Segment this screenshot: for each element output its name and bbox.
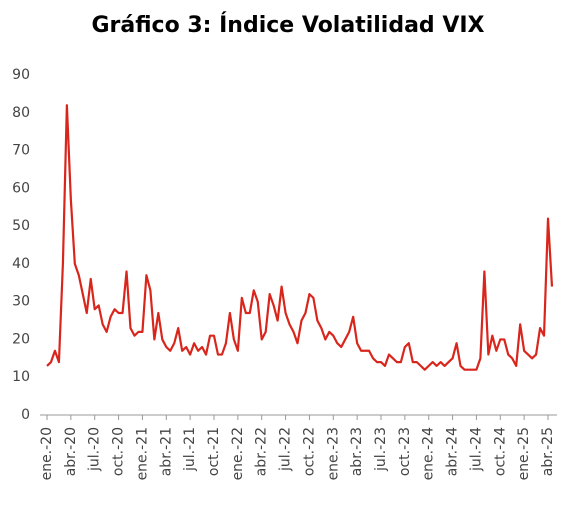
x-tick-label: ene.-24 — [421, 427, 437, 481]
x-tick-label: oct.-20 — [111, 427, 127, 476]
y-tick-label: 20 — [12, 331, 30, 347]
x-tick-label: abr.-23 — [349, 427, 365, 476]
y-tick-label: 60 — [12, 180, 30, 196]
y-tick-label: 30 — [12, 294, 30, 310]
x-tick-label: abr.-20 — [63, 427, 79, 476]
x-tick-label: jul.-20 — [87, 427, 103, 472]
x-tick-label: ene.-22 — [230, 427, 246, 480]
x-tick-label: abr.-24 — [445, 427, 461, 476]
x-tick-label: ene.-25 — [516, 427, 532, 480]
x-tick-label: oct.-24 — [492, 427, 508, 476]
x-tick-label: jul.-22 — [278, 427, 294, 472]
x-tick-label: ene.-20 — [39, 427, 55, 480]
x-tick-label: ene.-23 — [325, 427, 341, 480]
chart-title: Gráfico 3: Índice Volatilidad VIX — [91, 12, 484, 38]
series-line — [46, 104, 554, 371]
x-tick-label: jul.-24 — [468, 427, 484, 472]
y-tick-label: 70 — [12, 143, 30, 159]
x-tick-label: ene.-21 — [134, 427, 150, 480]
x-tick-label: oct.-21 — [206, 427, 222, 476]
y-tick-label: 90 — [12, 67, 30, 83]
x-tick-label: abr.-25 — [540, 427, 556, 476]
x-tick-label: abr.-21 — [158, 427, 174, 476]
x-tick-label: jul.-21 — [182, 427, 198, 472]
y-tick-label: 50 — [12, 218, 30, 234]
x-tick-label: jul.-23 — [373, 427, 389, 472]
y-tick-label: 80 — [12, 105, 30, 121]
x-tick-label: oct.-22 — [301, 427, 317, 476]
y-tick-label: 10 — [12, 369, 30, 385]
y-tick-label: 0 — [21, 407, 30, 423]
x-tick-label: abr.-22 — [254, 427, 270, 476]
x-tick-label: oct.-23 — [397, 427, 413, 476]
y-tick-label: 40 — [12, 256, 30, 272]
